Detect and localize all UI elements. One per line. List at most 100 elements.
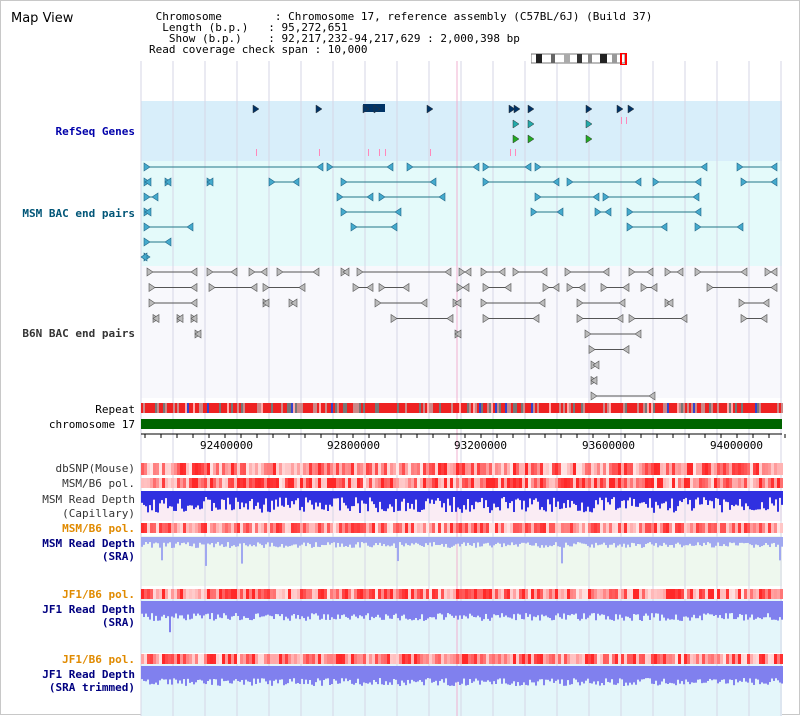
depth-bar (417, 601, 419, 621)
heatmap-cell (780, 523, 783, 533)
depth-bar (377, 537, 379, 546)
heatmap-cell (543, 589, 546, 599)
heatmap-cell (717, 523, 720, 533)
track-label-jf1-b6-pol-2[interactable]: JF1/B6 pol. (62, 653, 135, 666)
depth-bar (245, 666, 247, 680)
heatmap-cell (153, 463, 156, 475)
heatmap-cell (495, 478, 498, 488)
depth-bar (443, 537, 445, 547)
depth-bar (741, 491, 743, 507)
track-label-msm-depth-capillary[interactable]: MSM Read Depth (42, 493, 135, 506)
heatmap-cell (153, 654, 156, 664)
depth-bar (553, 491, 555, 498)
depth-bar (275, 666, 277, 680)
depth-bar (547, 537, 549, 548)
depth-bar (421, 666, 423, 682)
depth-bar (689, 666, 691, 685)
bac-end-marker (340, 177, 348, 187)
repeat-segment (443, 403, 445, 413)
heatmap-cell (237, 523, 240, 533)
track-label-msm-bac[interactable]: MSM BAC end pairs (22, 207, 135, 220)
depth-bar (277, 491, 279, 507)
repeat-segment (147, 403, 149, 413)
track-label-dbsnp[interactable]: dbSNP(Mouse) (55, 462, 135, 475)
depth-bar (549, 666, 551, 682)
track-label-refseq[interactable]: RefSeq Genes (55, 125, 135, 138)
track-label-msm-depth-sra[interactable]: MSM Read Depth (42, 537, 135, 550)
depth-bar (433, 491, 435, 504)
depth-bar (207, 601, 209, 614)
heatmap-cell (474, 478, 477, 488)
depth-bar (421, 537, 423, 546)
heatmap-cell (252, 478, 255, 488)
depth-bar (265, 491, 267, 499)
heatmap-cell (456, 589, 459, 599)
depth-bar (757, 537, 759, 546)
depth-bar (485, 666, 487, 682)
chromosome-ideogram[interactable] (531, 53, 627, 65)
heatmap-cell (168, 589, 171, 599)
heatmap-cell (249, 589, 252, 599)
depth-bar (777, 491, 779, 512)
track-label-b6n-bac[interactable]: B6N BAC end pairs (22, 327, 135, 340)
depth-bar (333, 601, 335, 619)
depth-bar (691, 666, 693, 683)
depth-bar (699, 666, 701, 680)
heatmap-cell (168, 654, 171, 664)
heatmap-cell (351, 463, 354, 475)
track-label-msm-b6-pol[interactable]: MSM/B6 pol. (62, 477, 135, 490)
depth-bar (479, 537, 481, 547)
bac-end-marker (694, 267, 702, 277)
heatmap-cell (732, 478, 735, 488)
depth-bar (693, 491, 695, 509)
depth-bar (453, 666, 455, 686)
heatmap-cell (477, 478, 480, 488)
depth-bar (697, 601, 699, 619)
heatmap-cell (564, 463, 567, 475)
heatmap-cell (213, 478, 216, 488)
repeat-segment (301, 403, 303, 413)
depth-bar (459, 537, 461, 547)
heatmap-cell (675, 478, 678, 488)
bac-end-marker (736, 222, 744, 232)
bac-end-marker (298, 282, 306, 293)
bac-end-marker (640, 282, 648, 293)
depth-bar (695, 601, 697, 619)
repeat-segment (183, 403, 185, 413)
depth-bar (339, 601, 341, 619)
depth-bar (497, 491, 499, 507)
depth-bar (397, 601, 399, 619)
heatmap-cell (363, 523, 366, 533)
heatmap-cell (453, 478, 456, 488)
bac-end-marker (378, 282, 386, 293)
repeat-segment (239, 403, 241, 413)
repeat-segment (637, 403, 639, 413)
gene-feature (527, 134, 535, 144)
heatmap-cell (591, 478, 594, 488)
heatmap-cell (462, 589, 465, 599)
repeat-segment (723, 403, 725, 413)
track-label-msm-b6-pol-sra[interactable]: MSM/B6 pol. (62, 522, 135, 535)
heatmap-cell (285, 463, 288, 475)
heatmap-cell (183, 589, 186, 599)
depth-bar (267, 491, 269, 512)
repeat-segment (729, 403, 731, 413)
bac-end-marker (770, 267, 778, 277)
track-label-jf1-depth-trimmed[interactable]: JF1 Read Depth (42, 668, 135, 681)
heatmap-cell (609, 654, 612, 664)
track-label-jf1-b6-pol[interactable]: JF1/B6 pol. (62, 588, 135, 601)
heatmap-cell (486, 523, 489, 533)
depth-bar (645, 666, 647, 679)
heatmap-cell (282, 523, 285, 533)
heatmap-cell (555, 654, 558, 664)
bac-end-marker (152, 313, 160, 324)
depth-bar (225, 491, 227, 510)
depth-bar (465, 601, 467, 617)
heatmap-cell (381, 589, 384, 599)
depth-bar (725, 491, 727, 502)
depth-bar (225, 537, 227, 547)
heatmap-cell (174, 463, 177, 475)
track-label-jf1-depth-sra[interactable]: JF1 Read Depth (42, 603, 135, 616)
axis-tick-label: 93200000 (454, 439, 507, 452)
